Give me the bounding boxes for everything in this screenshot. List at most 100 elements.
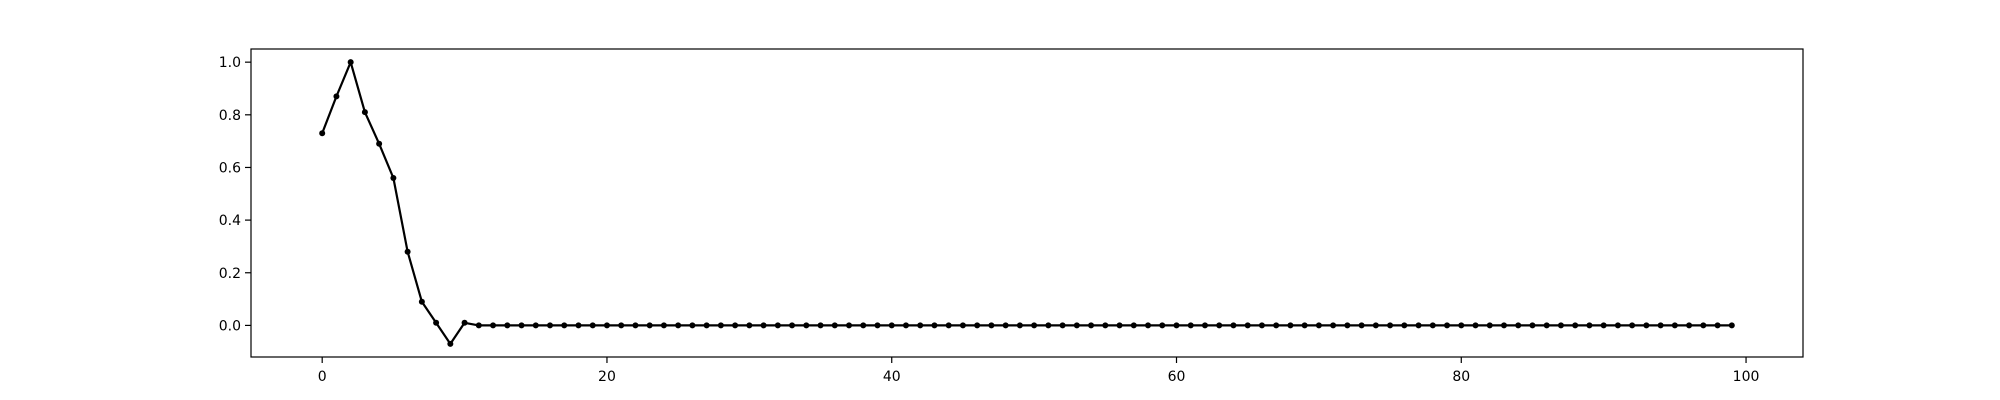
plot-frame: [250, 48, 1804, 358]
data-point: [433, 319, 440, 326]
data-point: [1543, 322, 1550, 329]
x-tick-label: 80: [1452, 369, 1470, 385]
data-point: [660, 322, 667, 329]
data-point: [1073, 322, 1080, 329]
data-point: [1728, 322, 1735, 329]
x-tick-label: 0: [318, 369, 327, 385]
data-point: [1486, 322, 1493, 329]
data-point: [461, 319, 468, 326]
data-point: [532, 322, 539, 329]
data-point: [1216, 322, 1223, 329]
data-point: [1002, 322, 1009, 329]
data-point: [974, 322, 981, 329]
series-group: [319, 59, 1735, 347]
x-axis: 0 20 40 60 80 100: [318, 357, 1760, 385]
data-point: [390, 174, 397, 181]
data-point: [1287, 322, 1294, 329]
data-point: [1586, 322, 1593, 329]
data-point: [746, 322, 753, 329]
data-point: [945, 322, 952, 329]
data-point: [1671, 322, 1678, 329]
data-point: [1372, 322, 1379, 329]
data-point: [1159, 322, 1166, 329]
data-point: [1016, 322, 1023, 329]
y-tick-label: 1.0: [219, 55, 241, 71]
data-point: [1088, 322, 1095, 329]
data-point: [1358, 322, 1365, 329]
data-point: [1045, 322, 1052, 329]
data-point: [1273, 322, 1280, 329]
data-point: [959, 322, 966, 329]
data-point: [1472, 322, 1479, 329]
data-point: [447, 340, 454, 347]
data-point: [589, 322, 596, 329]
data-point: [603, 322, 610, 329]
data-point: [1315, 322, 1322, 329]
y-tick-label: 0.6: [219, 160, 241, 176]
data-point: [646, 322, 653, 329]
data-point: [1330, 322, 1337, 329]
data-point: [803, 322, 810, 329]
data-point: [789, 322, 796, 329]
data-point: [361, 109, 368, 116]
data-point: [333, 93, 340, 100]
data-point: [774, 322, 781, 329]
data-point: [1344, 322, 1351, 329]
data-point: [1657, 322, 1664, 329]
x-tick-label: 100: [1733, 369, 1760, 385]
y-tick-label: 0.8: [219, 108, 241, 124]
data-point: [675, 322, 682, 329]
data-point: [1130, 322, 1137, 329]
data-point: [1557, 322, 1564, 329]
y-axis: 0.0 0.2 0.4 0.6 0.8 1.0: [219, 55, 251, 334]
data-point: [1059, 322, 1066, 329]
data-point: [547, 322, 554, 329]
data-point: [1429, 322, 1436, 329]
data-point: [817, 322, 824, 329]
data-point: [1401, 322, 1408, 329]
data-point: [717, 322, 724, 329]
data-point: [1500, 322, 1507, 329]
data-point: [1031, 322, 1038, 329]
data-point: [475, 322, 482, 329]
y-tick-label: 0.2: [219, 266, 241, 282]
data-point: [1301, 322, 1308, 329]
data-point: [1201, 322, 1208, 329]
data-point: [575, 322, 582, 329]
data-point: [1614, 322, 1621, 329]
data-point: [1444, 322, 1451, 329]
data-point: [1244, 322, 1251, 329]
data-point: [632, 322, 639, 329]
data-point: [418, 298, 425, 305]
data-point: [732, 322, 739, 329]
data-point: [1145, 322, 1152, 329]
data-point: [931, 322, 938, 329]
data-point: [1515, 322, 1522, 329]
x-tick-label: 60: [1168, 369, 1186, 385]
data-point: [703, 322, 710, 329]
data-point: [831, 322, 838, 329]
x-tick-label: 20: [598, 369, 616, 385]
series-line: [321, 61, 1732, 345]
data-point: [376, 140, 383, 147]
data-point: [917, 322, 924, 329]
data-point: [988, 322, 995, 329]
data-point: [1600, 322, 1607, 329]
data-point: [902, 322, 909, 329]
data-point: [846, 322, 853, 329]
data-point: [1714, 322, 1721, 329]
data-point: [1686, 322, 1693, 329]
data-point: [1102, 322, 1109, 329]
data-point: [888, 322, 895, 329]
data-point: [490, 322, 497, 329]
data-point: [618, 322, 625, 329]
data-point: [561, 322, 568, 329]
data-point: [1173, 322, 1180, 329]
data-point: [1415, 322, 1422, 329]
data-point: [518, 322, 525, 329]
data-point: [1187, 322, 1194, 329]
data-point: [874, 322, 881, 329]
data-point: [1700, 322, 1707, 329]
data-point: [1629, 322, 1636, 329]
